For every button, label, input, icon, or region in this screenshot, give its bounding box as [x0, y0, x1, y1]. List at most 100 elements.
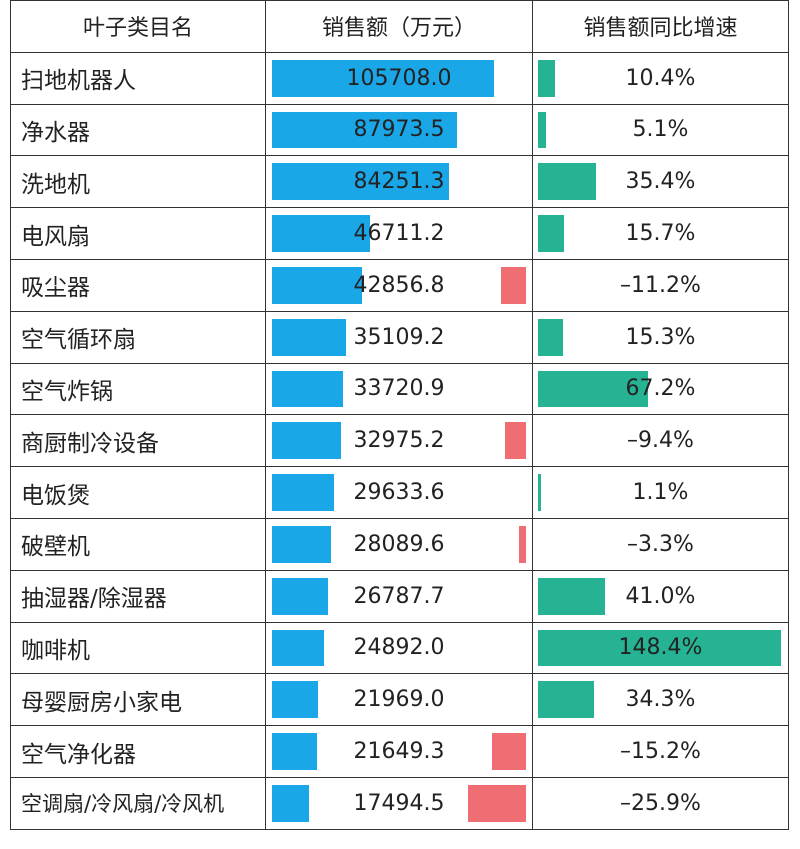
sales-value-label: 28089.6	[353, 531, 445, 557]
sales-value-label: 105708.0	[346, 65, 452, 91]
sales-value-label: 42856.8	[353, 272, 445, 298]
category-cell: 电风扇	[10, 207, 266, 260]
positive-growth-bar	[538, 163, 596, 201]
growth-value-label: –25.9%	[620, 790, 701, 816]
sales-bar	[272, 422, 342, 460]
category-cell: 抽湿器/除湿器	[10, 569, 266, 623]
growth-value-label: 148.4%	[618, 635, 703, 661]
sales-bar	[272, 474, 335, 511]
sales-bar	[272, 784, 309, 822]
category-cell: 母婴厨房小家电	[10, 673, 266, 727]
category-cell: 咖啡机	[10, 621, 266, 675]
sales-value-label: 87973.5	[353, 117, 445, 143]
sales-cell: 105708.0	[265, 51, 533, 105]
table-row: 破壁机 28089.6 –3.3%	[10, 517, 789, 571]
positive-growth-bar	[538, 370, 649, 408]
sales-cell: 17494.5	[265, 776, 533, 830]
sales-cell: 33720.9	[265, 362, 533, 416]
negative-growth-bar	[504, 422, 526, 460]
positive-growth-bar	[538, 318, 564, 356]
category-cell: 空气炸锅	[10, 362, 266, 416]
category-cell: 洗地机	[10, 155, 266, 209]
sales-cell: 84251.3	[265, 155, 533, 209]
sales-value-label: 17494.5	[353, 790, 445, 816]
sales-bar	[272, 163, 449, 201]
growth-cell: 10.4%	[532, 51, 789, 105]
sales-cell: 21649.3	[265, 725, 533, 778]
growth-value-label: 15.7%	[625, 221, 696, 247]
growth-value-label: 5.1%	[632, 117, 689, 143]
header-category: 叶子类目名	[10, 0, 266, 53]
positive-growth-bar	[538, 59, 556, 97]
growth-value-label: 41.0%	[625, 583, 696, 609]
sales-bar	[272, 733, 318, 770]
table-row: 空气循环扇 35109.2 15.3%	[10, 310, 789, 364]
sales-cell: 32975.2	[265, 414, 533, 468]
table-row: 扫地机器人 105708.0 10.4%	[10, 51, 789, 105]
sales-value-label: 46711.2	[353, 221, 445, 247]
growth-value-label: 10.4%	[625, 65, 696, 91]
growth-value-label: –11.2%	[620, 272, 701, 298]
sales-cell: 28089.6	[265, 517, 533, 571]
sales-cell: 21969.0	[265, 673, 533, 727]
growth-value-label: –9.4%	[627, 428, 694, 454]
growth-cell: 41.0%	[532, 569, 789, 623]
sales-value-label: 24892.0	[353, 635, 445, 661]
growth-cell: 1.1%	[532, 466, 789, 519]
growth-cell: –25.9%	[532, 776, 789, 830]
sales-value-label: 29633.6	[353, 480, 445, 506]
sales-value-label: 33720.9	[353, 376, 445, 402]
growth-cell: 67.2%	[532, 362, 789, 416]
table-row: 空调扇/冷风扇/冷风机 17494.5 –25.9%	[10, 776, 789, 830]
growth-cell: –11.2%	[532, 258, 789, 312]
table-row: 商厨制冷设备 32975.2 –9.4%	[10, 414, 789, 468]
sales-bar	[272, 59, 494, 97]
table-row: 电风扇 46711.2 15.7%	[10, 207, 789, 260]
growth-cell: 15.7%	[532, 207, 789, 260]
table-body: 扫地机器人 105708.0 10.4% 净水器 87973.5 5.1% 洗地机 84251…	[10, 51, 789, 830]
sales-bar	[272, 215, 371, 252]
growth-cell: –3.3%	[532, 517, 789, 571]
growth-cell: 35.4%	[532, 155, 789, 209]
negative-growth-bar	[468, 784, 526, 822]
sales-bar	[272, 629, 325, 667]
sales-value-label: 26787.7	[353, 583, 445, 609]
category-cell: 商厨制冷设备	[10, 414, 266, 468]
negative-growth-bar	[500, 266, 526, 304]
category-cell: 净水器	[10, 103, 266, 157]
sales-bar	[272, 318, 346, 356]
sales-bar	[272, 266, 362, 304]
table-row: 电饭煲 29633.6 1.1%	[10, 466, 789, 519]
positive-growth-bar	[538, 474, 541, 511]
category-cell: 电饭煲	[10, 466, 266, 519]
sales-cell: 35109.2	[265, 310, 533, 364]
growth-value-label: –15.2%	[620, 739, 701, 765]
table-row: 吸尘器 42856.8 –11.2%	[10, 258, 789, 312]
sales-value-label: 32975.2	[353, 428, 445, 454]
growth-cell: –9.4%	[532, 414, 789, 468]
table-row: 空气净化器 21649.3 –15.2%	[10, 725, 789, 778]
positive-growth-bar	[538, 215, 564, 252]
category-cell: 吸尘器	[10, 258, 266, 312]
header-sales: 销售额（万元）	[265, 0, 533, 53]
category-cell: 扫地机器人	[10, 51, 266, 105]
header-growth: 销售额同比增速	[532, 0, 789, 53]
category-cell: 破壁机	[10, 517, 266, 571]
table-row: 咖啡机 24892.0 148.4%	[10, 621, 789, 675]
sales-cell: 24892.0	[265, 621, 533, 675]
sales-cell: 46711.2	[265, 207, 533, 260]
growth-cell: 5.1%	[532, 103, 789, 157]
sales-value-label: 21969.0	[353, 687, 445, 713]
sales-bar	[272, 111, 457, 149]
table-row: 母婴厨房小家电 21969.0 34.3%	[10, 673, 789, 727]
growth-value-label: –3.3%	[627, 531, 694, 557]
positive-growth-bar	[538, 577, 606, 615]
sales-bar	[272, 577, 329, 615]
growth-cell: –15.2%	[532, 725, 789, 778]
category-cell: 空气净化器	[10, 725, 266, 778]
sales-cell: 29633.6	[265, 466, 533, 519]
category-cell: 空调扇/冷风扇/冷风机	[10, 776, 266, 830]
negative-growth-bar	[518, 525, 526, 563]
sales-bar	[272, 681, 319, 719]
data-table: 叶子类目名 销售额（万元） 销售额同比增速 扫地机器人 105708.0 10.4%…	[10, 0, 789, 830]
